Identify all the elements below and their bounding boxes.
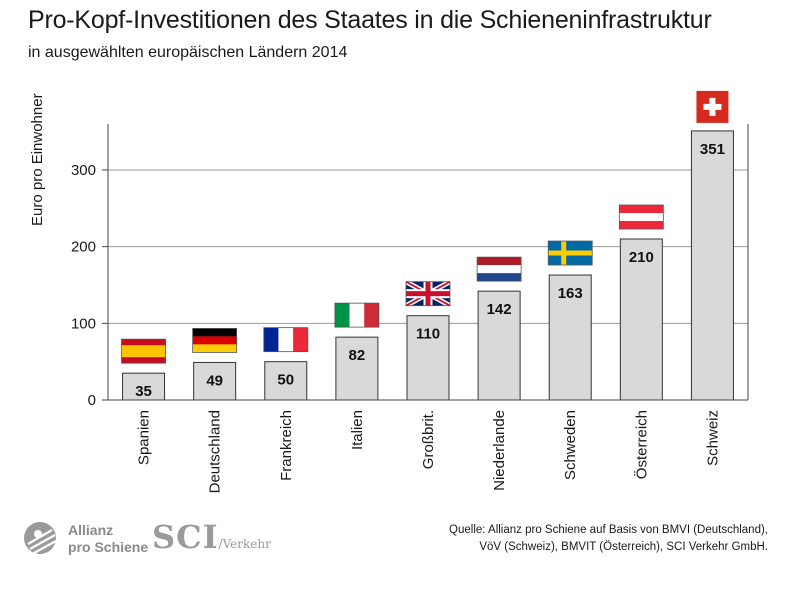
x-tick-label: Niederlande [491,410,508,491]
data-label: 50 [277,372,294,389]
chart-subtitle: in ausgewählten europäischen Ländern 201… [28,44,348,61]
y-axis-label: Euro pro Einwohner [29,93,46,226]
source-line-2: VöV (Schweiz), BMVIT (Österreich), SCI V… [479,541,768,553]
data-label: 351 [700,141,725,158]
sci-logo-sub: /Verkehr [218,537,271,551]
bar-frankreich [264,361,308,401]
data-label: 110 [416,326,440,343]
data-label: 82 [349,347,366,364]
x-tick-label: Großbrit. [420,410,437,469]
y-tick-label: 300 [71,162,96,179]
bar-österreich [619,238,663,401]
sci-logo-main: SCI [152,518,219,556]
source-line-1: Quelle: Allianz pro Schiene auf Basis vo… [449,524,768,536]
netherlands-flag-icon [476,256,522,282]
x-tick-label: Schweden [562,410,579,480]
axis-layer: 0 100 200 300 Spanien Deutschland Frankreich It… [71,124,749,493]
data-label: 35 [135,383,152,400]
bar-schweiz [690,130,734,401]
france-flag-icon [263,327,309,353]
allianz-emblem-icon [24,522,57,554]
bars-layer: 35 49 50 82 110 142 163 210 351 [122,130,734,401]
x-tick-label: Österreich [632,410,650,479]
data-label: 210 [629,249,654,266]
uk-flag-icon [404,279,452,308]
allianz-pro-schiene-logo: Allianz pro Schiene [22,520,152,560]
x-tick-label: Frankreich [278,410,295,481]
austria-flag-icon [618,204,664,230]
data-label: 49 [206,372,223,389]
y-tick-label: 0 [88,392,96,409]
italy-flag-icon [334,302,380,328]
x-tick-label: Italien [349,410,366,450]
y-tick-label: 100 [71,315,96,332]
x-tick-label: Schweiz [704,410,721,466]
chart-title: Pro-Kopf-Investitionen des Staates in di… [28,6,712,34]
sweden-flag-icon [547,240,593,266]
x-tick-label: Spanien [136,410,153,465]
spain-flag-icon [121,338,166,364]
data-label: 163 [558,285,583,302]
switzerland-flag-icon [696,90,729,123]
germany-flag-icon [192,328,238,353]
y-tick-label: 200 [71,239,96,256]
source-note: Quelle: Allianz pro Schiene auf Basis vo… [449,522,768,556]
bar-chart: 35 49 50 82 110 142 163 210 351 0 100 200 300 Spanie… [29,90,749,493]
flags-layer [121,90,729,364]
data-label: 142 [487,301,512,318]
bar-großbrit- [406,315,450,401]
bar-deutschland [193,361,237,401]
sci-verkehr-logo: SCI/Verkehr [152,518,271,558]
bar-spanien [122,372,166,401]
allianz-logo-text: Allianz pro Schiene [68,522,149,555]
x-tick-label: Deutschland [207,410,224,493]
